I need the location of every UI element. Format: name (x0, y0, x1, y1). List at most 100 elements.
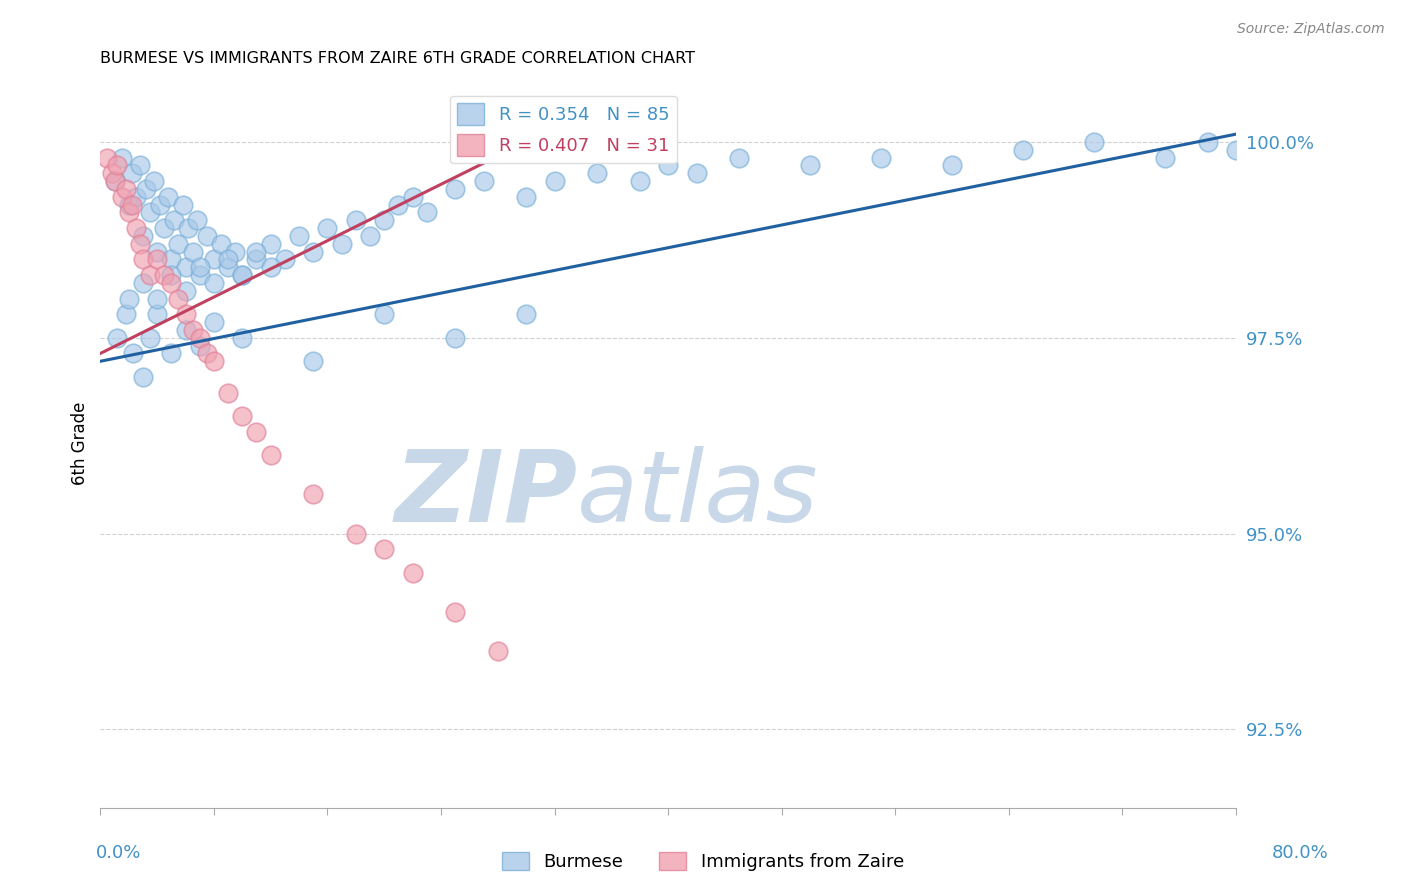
Point (1012, 143, 1035, 157)
Point (870, 151, 893, 165)
Point (657, 159, 679, 173)
Text: BURMESE VS IMMIGRANTS FROM ZAIRE 6TH GRADE CORRELATION CHART: BURMESE VS IMMIGRANTS FROM ZAIRE 6TH GRA… (100, 51, 696, 66)
Point (149, 197, 172, 211)
Point (373, 213, 395, 227)
Point (188, 331, 211, 345)
Point (231, 409, 253, 423)
Point (260, 260, 283, 275)
Point (628, 174, 651, 188)
Point (202, 354, 225, 368)
Point (401, 190, 423, 204)
Legend: R = 0.354   N = 85, R = 0.407   N = 31: R = 0.354 N = 85, R = 0.407 N = 31 (450, 95, 676, 163)
Point (444, 331, 467, 345)
Point (302, 487, 325, 501)
Point (1154, 151, 1177, 165)
Point (139, 331, 162, 345)
Point (153, 268, 176, 282)
Point (941, 159, 963, 173)
Point (139, 268, 162, 282)
Point (1197, 135, 1219, 149)
Text: 0.0%: 0.0% (96, 844, 141, 862)
Point (103, 174, 125, 188)
Point (515, 190, 537, 204)
Point (160, 252, 183, 267)
Point (143, 174, 166, 188)
Point (100, 166, 122, 180)
Text: ZIP: ZIP (394, 446, 578, 543)
Point (146, 307, 169, 321)
Point (316, 221, 339, 235)
Point (416, 205, 439, 219)
Point (115, 182, 138, 196)
Legend: Burmese, Immigrants from Zaire: Burmese, Immigrants from Zaire (495, 845, 911, 879)
Point (146, 252, 169, 267)
Point (728, 151, 751, 165)
Point (174, 284, 197, 298)
Point (115, 307, 138, 321)
Point (515, 307, 537, 321)
Point (96, 151, 118, 165)
Point (799, 159, 821, 173)
Point (163, 213, 186, 227)
Point (160, 276, 183, 290)
Point (172, 197, 194, 211)
Point (401, 566, 423, 580)
Point (245, 244, 267, 259)
Point (132, 229, 155, 244)
Point (174, 307, 197, 321)
Point (105, 159, 128, 173)
Point (245, 425, 267, 439)
Point (288, 229, 311, 244)
Point (359, 229, 381, 244)
Point (132, 276, 155, 290)
Point (160, 346, 183, 360)
Point (139, 205, 162, 219)
Point (186, 213, 208, 227)
Point (157, 190, 180, 204)
Point (202, 252, 225, 267)
Text: Source: ZipAtlas.com: Source: ZipAtlas.com (1237, 22, 1385, 37)
Point (302, 244, 325, 259)
Point (543, 174, 565, 188)
Point (344, 213, 367, 227)
Point (217, 385, 239, 400)
Point (586, 166, 609, 180)
Point (302, 354, 325, 368)
Point (245, 252, 267, 267)
Point (231, 268, 253, 282)
Point (486, 644, 509, 658)
Point (132, 252, 155, 267)
Point (146, 292, 169, 306)
Point (125, 190, 148, 204)
Point (217, 260, 239, 275)
Point (217, 252, 239, 267)
Point (146, 244, 169, 259)
Point (1083, 135, 1105, 149)
Point (260, 236, 283, 251)
Point (202, 315, 225, 329)
Point (472, 174, 495, 188)
Point (260, 448, 283, 462)
Point (121, 197, 143, 211)
Point (132, 370, 155, 384)
Y-axis label: 6th Grade: 6th Grade (72, 401, 89, 485)
Point (444, 182, 467, 196)
Text: atlas: atlas (578, 446, 818, 543)
Point (685, 166, 707, 180)
Point (330, 236, 353, 251)
Point (188, 260, 211, 275)
Point (181, 323, 204, 337)
Point (274, 252, 297, 267)
Point (373, 307, 395, 321)
Point (177, 221, 200, 235)
Point (111, 190, 134, 204)
Point (344, 526, 367, 541)
Point (188, 268, 211, 282)
Point (105, 331, 128, 345)
Point (174, 260, 197, 275)
Point (231, 331, 253, 345)
Point (224, 244, 246, 259)
Point (103, 174, 125, 188)
Point (167, 292, 190, 306)
Point (195, 229, 218, 244)
